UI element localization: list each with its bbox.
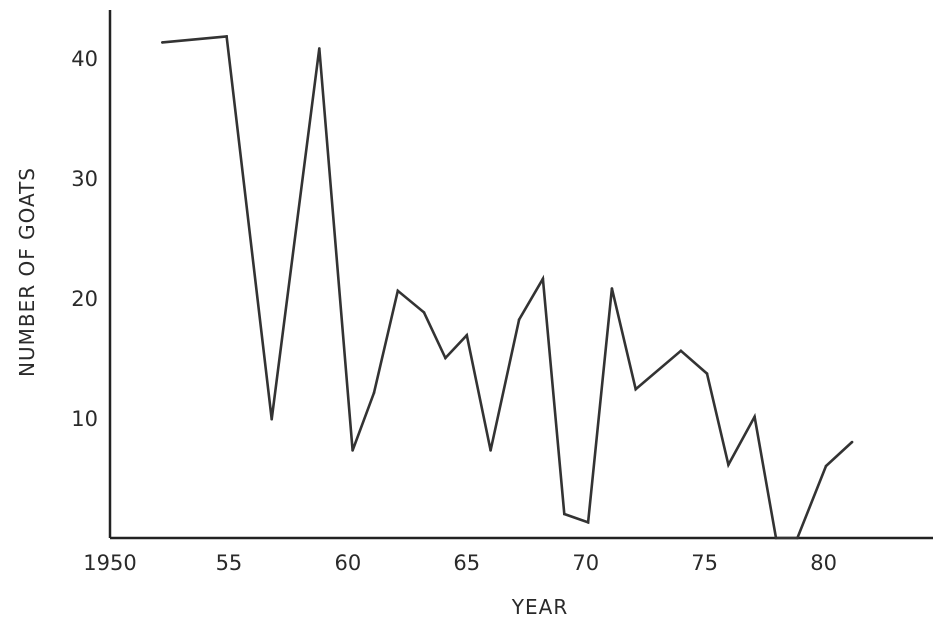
x-tick-label: 75 — [691, 551, 718, 575]
data-point — [727, 463, 730, 467]
data-point — [372, 391, 376, 395]
x-tick-label: 60 — [334, 551, 361, 575]
series — [161, 34, 854, 540]
data-point — [351, 449, 354, 452]
data-point — [774, 536, 778, 540]
x-axis-title: YEAR — [511, 595, 568, 619]
data-point — [679, 349, 683, 353]
data-point — [396, 289, 400, 293]
y-tick-label: 20 — [71, 287, 98, 311]
data-point — [161, 41, 164, 44]
data-point — [563, 512, 566, 516]
y-tick-label: 10 — [71, 407, 98, 431]
series-line — [162, 34, 853, 540]
data-point — [705, 372, 709, 375]
data-point — [318, 47, 321, 50]
data-point — [850, 440, 854, 444]
data-point — [586, 521, 590, 524]
data-point — [796, 536, 799, 540]
y-tick-label: 40 — [71, 47, 98, 71]
data-point — [517, 318, 521, 321]
data-point — [541, 277, 545, 281]
x-tick-label: 65 — [453, 551, 480, 575]
y-axis-title: NUMBER OF GOATS — [15, 167, 39, 377]
data-point — [824, 464, 828, 468]
data-point — [753, 415, 756, 419]
data-point — [634, 387, 637, 391]
x-tick-label: 55 — [216, 551, 243, 575]
y-tick-label: 30 — [71, 167, 98, 191]
data-point — [270, 417, 274, 421]
data-point — [610, 287, 614, 290]
data-point — [225, 35, 228, 38]
data-point — [489, 449, 492, 452]
data-point — [422, 311, 426, 314]
x-tick-label: 1950 — [83, 551, 136, 575]
x-tick-label: 70 — [572, 551, 599, 575]
x-tick-label: 80 — [810, 551, 837, 575]
axis-titles: YEAR NUMBER OF GOATS — [15, 167, 568, 619]
tick-labels: 1950 55 60 65 70 75 80 10 20 30 40 — [71, 47, 837, 575]
data-point — [444, 356, 447, 360]
data-point — [465, 333, 469, 337]
